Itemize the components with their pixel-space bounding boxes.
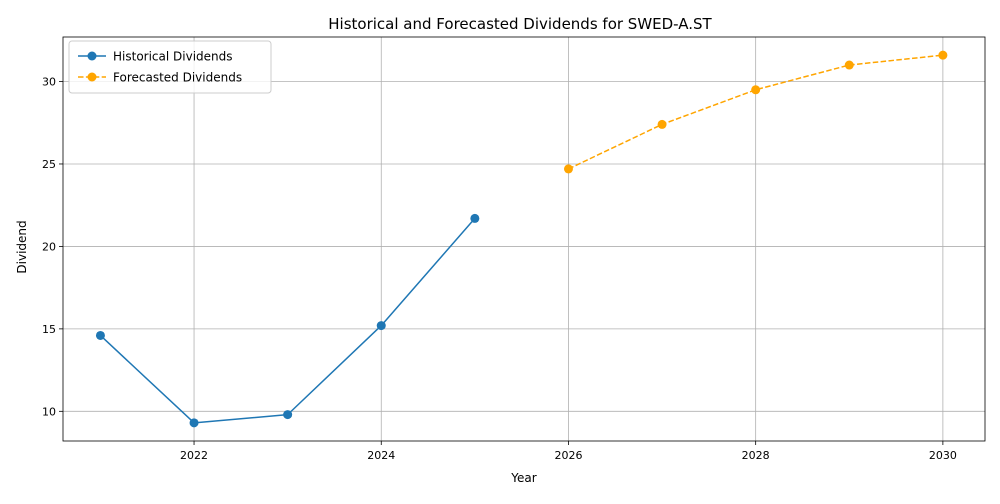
- data-point-forecast: [751, 85, 761, 95]
- data-point-historical: [376, 321, 386, 331]
- y-tick-label: 15: [42, 323, 56, 336]
- y-tick-label: 30: [42, 76, 56, 89]
- legend-historical-label: Historical Dividends: [113, 50, 233, 64]
- data-point-forecast: [657, 119, 667, 129]
- x-tick-label: 2028: [742, 449, 770, 462]
- y-tick-label: 10: [42, 405, 56, 418]
- series-layer: [95, 50, 948, 428]
- y-tick-label: 20: [42, 240, 56, 253]
- legend-forecast-label: Forecasted Dividends: [113, 71, 242, 85]
- data-point-forecast: [844, 60, 854, 70]
- x-tick-label: 2022: [180, 449, 208, 462]
- data-point-forecast: [563, 164, 573, 174]
- series-historical: [95, 213, 480, 428]
- grid-lines: [63, 37, 985, 441]
- data-point-historical: [95, 330, 105, 340]
- x-tick-label: 2030: [929, 449, 957, 462]
- plot-frame: [62, 36, 986, 442]
- data-point-historical: [470, 213, 480, 223]
- x-axis-ticks: 2022 2024 2026 2028 2030: [180, 441, 957, 462]
- chart-title: Historical and Forecasted Dividends for …: [328, 15, 712, 33]
- legend: Historical Dividends Forecasted Dividend…: [68, 40, 272, 94]
- x-axis-label: Year: [510, 471, 536, 485]
- data-point-historical: [189, 418, 199, 428]
- x-tick-label: 2026: [554, 449, 582, 462]
- x-tick-label: 2024: [367, 449, 395, 462]
- legend-historical-marker: [87, 51, 97, 61]
- series-forecast: [563, 50, 948, 174]
- y-tick-label: 25: [42, 158, 56, 171]
- y-axis-ticks: 10 15 20 25 30: [42, 76, 63, 418]
- data-point-forecast: [938, 50, 948, 60]
- y-axis-label: Dividend: [15, 220, 29, 273]
- legend-forecast-marker: [87, 72, 97, 82]
- data-point-historical: [283, 410, 293, 420]
- legend-box: [68, 40, 272, 94]
